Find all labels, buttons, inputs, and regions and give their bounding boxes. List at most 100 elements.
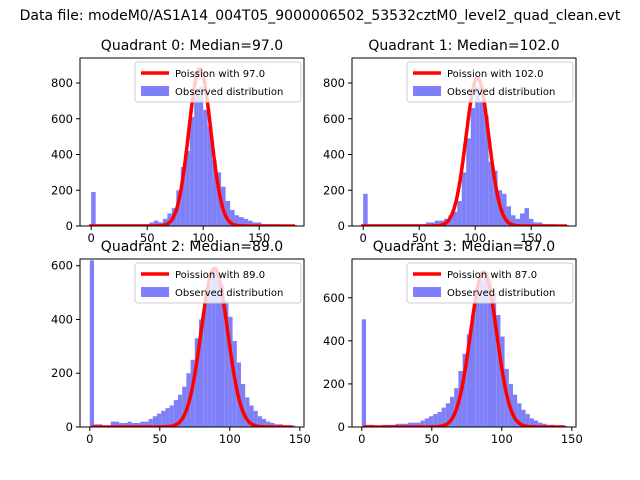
legend-label-observed: Observed distribution (175, 87, 283, 98)
y-tick-label: 600 (323, 291, 345, 305)
histogram-bar (136, 422, 141, 427)
histogram-bar (450, 396, 455, 427)
histogram-bar (434, 220, 440, 226)
histogram-bar (533, 222, 538, 226)
histogram-bar (215, 273, 220, 427)
subplot-quadrant-0: 0 50 100 150 0 200 400 600 800 Quadrant 0: Median… (51, 38, 305, 245)
histogram-bar (529, 418, 534, 427)
x-tick-label: 150 (561, 432, 583, 446)
subplot-quadrant-2: 0 50 100 150 0 200 400 600 Quadrant 2: Median=89… (51, 239, 311, 446)
y-tick-label: 200 (51, 183, 73, 197)
histogram-bar (528, 218, 534, 226)
subplot-title: Quadrant 0: Median=97.0 (101, 38, 283, 54)
histogram-bar (515, 218, 520, 226)
histogram-bar (537, 222, 543, 226)
legend: Poission with 97.0 Observed distribution (134, 61, 302, 103)
histogram-bar (257, 416, 262, 427)
y-tick-label: 0 (338, 420, 345, 434)
histogram-bar (466, 334, 471, 427)
histogram-bar (194, 338, 199, 427)
histogram-bar (429, 416, 434, 427)
histogram-bar (416, 422, 421, 427)
histogram-bar (448, 215, 453, 226)
histogram-bar (127, 421, 132, 427)
histogram-bar (239, 217, 244, 226)
histogram-bar (228, 316, 233, 427)
histogram-bar (252, 222, 257, 226)
poisson-curve (89, 66, 295, 226)
x-tick-label: 50 (140, 231, 155, 245)
histogram-bar (234, 215, 240, 226)
histogram-bar (148, 418, 153, 427)
histogram-bar (119, 422, 124, 427)
legend-label-observed: Observed distribution (447, 87, 555, 98)
y-tick-label: 400 (51, 148, 73, 162)
histogram-bar (178, 394, 183, 427)
subplot-quadrant-1: 0 50 100 150 0 200 400 600 800 Quadrant 1: Median… (323, 38, 577, 245)
histogram-bar (225, 200, 231, 226)
histogram-bar (89, 260, 94, 427)
histogram-bar (165, 408, 170, 427)
x-tick-label: 0 (360, 231, 367, 245)
histogram-bar (185, 150, 190, 226)
axes-frame (79, 258, 305, 428)
histogram-bar (167, 213, 172, 226)
legend: Poission with 87.0 Observed distribution (406, 262, 574, 304)
histogram-bar (475, 86, 480, 226)
histogram-bar (461, 172, 467, 226)
legend: Poission with 102.0 Observed distribution (406, 61, 574, 103)
axes-frame (79, 57, 305, 227)
histogram-bar (513, 394, 518, 427)
legend-frame (406, 61, 574, 103)
histogram-bar (445, 403, 450, 427)
histogram-bar (212, 159, 217, 226)
x-tick-label: 100 (192, 231, 214, 245)
histogram-bar (441, 407, 446, 427)
y-tick-label: 0 (338, 219, 345, 233)
histogram-bar (506, 206, 512, 226)
histogram-bar (412, 422, 417, 427)
histogram-bar (502, 193, 507, 226)
histogram-bar (91, 192, 96, 226)
histogram-bar (361, 319, 366, 427)
x-tick-label: 100 (491, 432, 513, 446)
histogram-bar (162, 218, 168, 226)
y-tick-label: 600 (323, 112, 345, 126)
histogram-bar (479, 280, 484, 427)
x-tick-label: 50 (152, 432, 167, 446)
subplot-quadrant-3: 0 50 100 150 0 200 400 600 Quadrant 3: Median=87… (323, 239, 583, 446)
histogram-bar (425, 222, 431, 226)
histogram-bar (110, 421, 115, 427)
histogram-bar (520, 213, 525, 226)
histogram-bar (452, 211, 458, 226)
histogram-bar (538, 422, 543, 427)
y-tick-label: 800 (51, 76, 73, 90)
y-tick-label: 200 (323, 183, 345, 197)
y-tick-label: 400 (51, 312, 73, 326)
axes-frame (351, 57, 577, 227)
histogram-bar (224, 300, 229, 427)
legend-label-poisson: Poission with 89.0 (175, 270, 265, 281)
histogram-bar (149, 222, 154, 226)
histogram-bar (173, 400, 178, 427)
histogram-bar (266, 421, 271, 427)
y-tick-label: 0 (66, 420, 73, 434)
histogram-bar (475, 295, 480, 427)
histogram-bar (470, 108, 476, 226)
x-tick-label: 0 (88, 231, 95, 245)
legend-label-poisson: Poission with 97.0 (175, 69, 265, 80)
histogram-bar (182, 386, 187, 427)
y-tick-label: 200 (323, 377, 345, 391)
histogram-bar (123, 422, 128, 427)
histogram-bar (363, 193, 368, 226)
histogram-bar (424, 418, 429, 427)
x-tick-label: 150 (520, 231, 542, 245)
histogram-bar (211, 271, 216, 427)
histogram-bar (488, 161, 494, 226)
legend-label-observed: Observed distribution (447, 288, 555, 299)
histogram-bar (420, 420, 425, 427)
legend: Poission with 89.0 Observed distribution (134, 262, 302, 304)
histogram-bar (493, 170, 498, 226)
histogram-bar (479, 100, 485, 226)
